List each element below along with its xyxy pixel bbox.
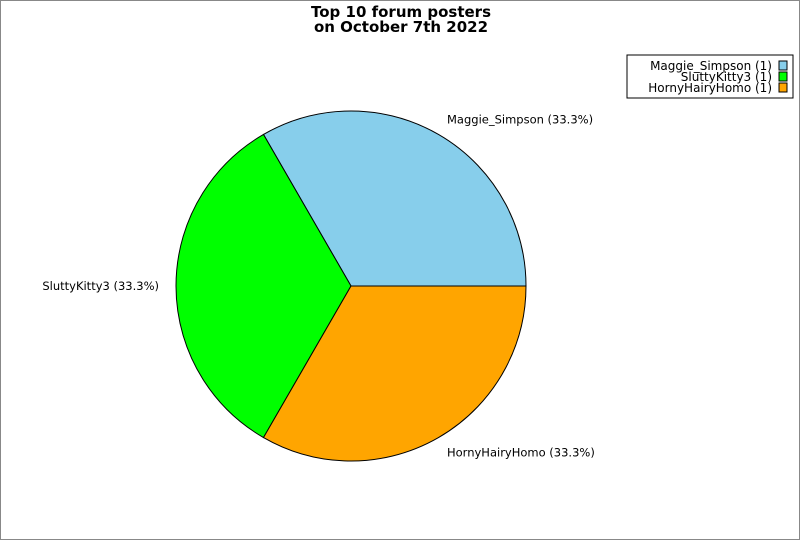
legend: Maggie_Simpson (1)SluttyKitty3 (1)HornyH… <box>626 54 794 99</box>
legend-swatch <box>778 82 788 93</box>
pie-slice-hornyhairyhomo <box>262 285 527 462</box>
pie-slice-maggie_simpson <box>262 110 527 287</box>
slice-label: HornyHairyHomo (33.3%) <box>447 445 595 459</box>
slice-label: Maggie_Simpson (33.3%) <box>447 113 593 127</box>
legend-swatch <box>778 71 788 82</box>
legend-label: SluttyKitty3 (1) <box>681 70 772 84</box>
legend-swatch <box>778 60 788 71</box>
pie-slice-sluttykitty3 <box>175 133 352 439</box>
legend-label: Maggie_Simpson (1) <box>650 59 772 73</box>
legend-box <box>626 54 794 99</box>
chart-title-line-1: Top 10 forum posters <box>311 3 491 21</box>
slice-label: SluttyKitty3 (33.3%) <box>42 279 159 293</box>
legend-label: HornyHairyHomo (1) <box>648 81 772 95</box>
chart-title-line-2: on October 7th 2022 <box>314 18 488 36</box>
